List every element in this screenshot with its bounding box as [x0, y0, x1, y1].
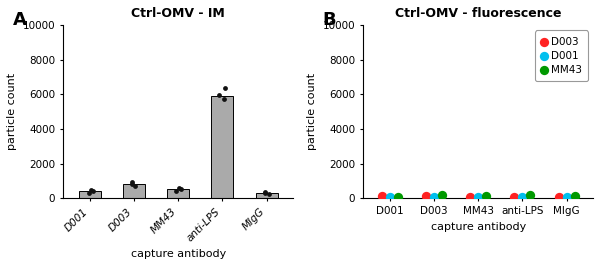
- MM43: [526, 193, 535, 197]
- Point: [176, 187, 185, 191]
- Bar: [256, 193, 278, 198]
- MM43: [481, 194, 491, 198]
- MM43: [393, 195, 403, 199]
- Point: [127, 181, 137, 186]
- Text: B: B: [322, 11, 336, 30]
- Point: [219, 97, 229, 101]
- Point: [88, 189, 98, 194]
- Point: [221, 86, 230, 90]
- MM43: [437, 193, 447, 197]
- Bar: [79, 191, 101, 198]
- D003: [466, 195, 475, 199]
- Text: A: A: [13, 11, 27, 30]
- D001: [518, 195, 527, 199]
- Point: [85, 191, 94, 196]
- X-axis label: capture antibody: capture antibody: [131, 249, 226, 259]
- Y-axis label: particle count: particle count: [307, 73, 317, 150]
- D003: [421, 194, 431, 198]
- Bar: [167, 189, 189, 198]
- D003: [509, 194, 519, 199]
- Title: Ctrl-OMV - IM: Ctrl-OMV - IM: [131, 7, 225, 20]
- Point: [86, 188, 96, 192]
- Point: [171, 189, 181, 193]
- Point: [174, 186, 184, 190]
- Point: [127, 180, 137, 184]
- Y-axis label: particle count: particle count: [7, 73, 17, 150]
- D001: [385, 195, 395, 199]
- D001: [430, 195, 439, 199]
- Bar: [123, 184, 145, 198]
- Point: [215, 93, 224, 97]
- Point: [264, 192, 274, 196]
- D001: [473, 195, 483, 199]
- Legend: D003, D001, MM43: D003, D001, MM43: [535, 31, 588, 81]
- Title: Ctrl-OMV - fluorescence: Ctrl-OMV - fluorescence: [395, 7, 562, 20]
- MM43: [570, 194, 580, 198]
- Bar: [211, 96, 233, 198]
- X-axis label: capture antibody: capture antibody: [431, 222, 526, 232]
- Point: [130, 184, 140, 188]
- D003: [554, 194, 563, 199]
- D003: [377, 194, 387, 198]
- Point: [260, 190, 269, 194]
- Point: [260, 191, 269, 195]
- D001: [562, 195, 571, 199]
